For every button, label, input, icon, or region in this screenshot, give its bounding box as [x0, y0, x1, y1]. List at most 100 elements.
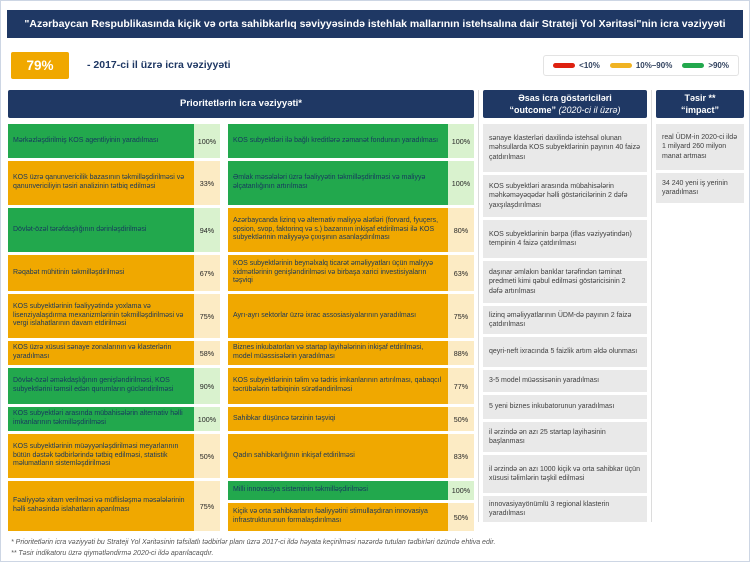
- priority-cell: Dövlət-özəl əməkdaşlığının genişləndiril…: [8, 368, 220, 404]
- priorities-header: Prioritetlərin icra vəziyyəti*: [8, 90, 474, 118]
- outcome-header-line2: “outcome” (2020-ci il üzrə): [509, 105, 621, 115]
- priority-task-text: KOS subyektlərinin müəyyənləşdirilməsi m…: [8, 434, 194, 478]
- summary-row: 79% - 2017-ci il üzrə icra vəziyyəti <10…: [11, 51, 739, 79]
- roadmap-table: Prioritetlərin icra vəziyyəti* Mərkəzləş…: [8, 90, 744, 531]
- priority-percent: 100%: [448, 124, 474, 158]
- priority-task-text: Fəaliyyətə xitam verilməsi və müflisləşm…: [8, 481, 194, 531]
- impact-header-line1: Təsir **: [684, 92, 716, 103]
- priority-cell: Milli innovasiya sisteminin təkmilləşdir…: [228, 481, 474, 501]
- impact-column: Təsir ** “impact” real ÜDM-in 2020-ci il…: [651, 90, 744, 531]
- outcome-cell: KOS subyektləri arasında mübahisələrin m…: [483, 175, 647, 217]
- legend-color-bar: [553, 62, 576, 68]
- legend-color-bar: [682, 62, 705, 68]
- outcome-column: Əsas icra göstəriciləri “outcome” (2020-…: [478, 90, 647, 531]
- impact-cell: real ÜDM-in 2020-ci ildə 1 milyard 260 m…: [656, 124, 744, 170]
- priority-percent: 80%: [448, 208, 474, 252]
- outcome-cell: KOS subyektlərinin bərpa (iflas vəziyyət…: [483, 220, 647, 258]
- outcome-header: Əsas icra göstəriciləri “outcome” (2020-…: [483, 90, 647, 118]
- outcome-cell: 5 yeni biznes inkubatorunun yaradılması: [483, 395, 647, 419]
- outcome-cell: innovasiyayönümlü 3 regional klasterin y…: [483, 496, 647, 522]
- page-title: "Azərbaycan Respublikasında kiçik və ort…: [7, 10, 743, 38]
- outcome-cell: qeyri-neft ixracında 5 faizlik artım əld…: [483, 337, 647, 367]
- priority-percent: 63%: [448, 255, 474, 291]
- legend-item: 10%–90%: [609, 60, 673, 70]
- priority-task-text: Sahibkar düşüncə tərzinin təşviqi: [228, 407, 448, 431]
- priority-task-text: Ayrı-ayrı sektorlar üzrə ixrac assosiasi…: [228, 294, 448, 338]
- legend-item: <10%: [553, 61, 600, 70]
- priority-task-text: KOS üzrə qanunvericilik bazasının təkmil…: [8, 161, 194, 205]
- priority-cell: Kiçik və orta sahibkarların fəaliyyətini…: [228, 503, 474, 531]
- outcome-cell: il ərzində ən azı 25 startap layihəsinin…: [483, 422, 647, 452]
- priority-task-text: Dövlət-özəl tərəfdaşlığının dərinləşdiri…: [8, 208, 194, 252]
- priority-task-text: Dövlət-özəl əməkdaşlığının genişləndiril…: [8, 368, 194, 404]
- overall-progress-badge: 79%: [11, 51, 69, 79]
- priority-cell: KOS subyektləri arasında mübahisələrin a…: [8, 407, 220, 431]
- priority-cell: KOS subyektlərinin təlim və tədris imkan…: [228, 368, 474, 404]
- footnotes: * Prioritetlərin icra vəziyyəti bu Strat…: [11, 538, 739, 560]
- priority-percent: 67%: [194, 255, 220, 291]
- legend-label: <10%: [579, 60, 600, 70]
- priority-row: Fəaliyyətə xitam verilməsi və müflisləşm…: [8, 481, 474, 531]
- legend-color-bar: [609, 62, 632, 68]
- priority-row: KOS subyektlərinin fəaliyyətində yoxlama…: [8, 294, 474, 338]
- footnote-2: ** Təsir indikatoru üzrə qiymətləndirmə …: [11, 549, 214, 557]
- priority-row: KOS üzrə xüsusi sənaye zonalarının və kl…: [8, 341, 474, 365]
- impact-header: Təsir ** “impact”: [656, 90, 744, 118]
- priority-rows: Mərkəzləşdirilmiş KOS agentliyinin yarad…: [8, 124, 474, 531]
- priority-percent: 58%: [194, 341, 220, 365]
- priority-task-text: Qadın sahibkarlığının inkişaf etdirilməs…: [228, 434, 448, 478]
- impact-list: real ÜDM-in 2020-ci ildə 1 milyard 260 m…: [656, 124, 744, 203]
- priority-cell: Fəaliyyətə xitam verilməsi və müflisləşm…: [8, 481, 220, 531]
- priority-cell: Mərkəzləşdirilmiş KOS agentliyinin yarad…: [8, 124, 220, 158]
- summary-label: - 2017-ci il üzrə icra vəziyyəti: [87, 59, 231, 71]
- priority-percent: 75%: [194, 294, 220, 338]
- priority-task-text: Azərbaycanda lizinq və alternativ maliyy…: [228, 208, 448, 252]
- priority-percent: 100%: [448, 161, 474, 205]
- outcome-header-line1: Əsas icra göstəriciləri: [518, 92, 612, 103]
- priority-percent: 83%: [448, 434, 474, 478]
- priority-task-text: Kiçik və orta sahibkarların fəaliyyətini…: [228, 503, 448, 531]
- legend-label: >90%: [708, 60, 729, 70]
- priority-cell: Azərbaycanda lizinq və alternativ maliyy…: [228, 208, 474, 252]
- priority-percent: 75%: [194, 481, 220, 531]
- priority-task-text: KOS subyektlərinin təlim və tədris imkan…: [228, 368, 448, 404]
- priority-percent: 50%: [448, 407, 474, 431]
- priority-percent: 88%: [448, 341, 474, 365]
- status-legend: <10% 10%–90% >90%: [543, 54, 739, 76]
- priority-task-text: KOS subyektlərinin beynəlxalq ticarət əm…: [228, 255, 448, 291]
- priority-task-text: KOS üzrə xüsusi sənaye zonalarının və kl…: [8, 341, 194, 365]
- priority-task-text: Milli innovasiya sisteminin təkmilləşdir…: [228, 481, 448, 501]
- priority-cell: Əmlak məsələləri üzrə fəaliyyətin təkmil…: [228, 161, 474, 205]
- priority-task-text: Mərkəzləşdirilmiş KOS agentliyinin yarad…: [8, 124, 194, 158]
- priority-cell: KOS subyektlərinin fəaliyyətində yoxlama…: [8, 294, 220, 338]
- priority-cell: KOS subyektlərinin müəyyənləşdirilməsi m…: [8, 434, 220, 478]
- priority-cell: KOS üzrə qanunvericilik bazasının təkmil…: [8, 161, 220, 205]
- impact-header-line2: “impact”: [680, 105, 719, 115]
- priority-percent: 94%: [194, 208, 220, 252]
- impact-cell: 34 240 yeni iş yerinin yaradılması: [656, 173, 744, 203]
- priority-task-text: Əmlak məsələləri üzrə fəaliyyətin təkmil…: [228, 161, 448, 205]
- priority-row: Mərkəzləşdirilmiş KOS agentliyinin yarad…: [8, 124, 474, 158]
- legend-label: 10%–90%: [635, 60, 673, 70]
- priority-task-text: Rəqabət mühitinin təkmilləşdirilməsi: [8, 255, 194, 291]
- footnote-1: * Prioritetlərin icra vəziyyəti bu Strat…: [11, 539, 496, 546]
- priority-cell: KOS üzrə xüsusi sənaye zonalarının və kl…: [8, 341, 220, 365]
- priority-percent: 100%: [448, 481, 474, 501]
- priority-task-text: KOS subyektləri arasında mübahisələrin a…: [8, 407, 194, 431]
- priority-row: Rəqabət mühitinin təkmilləşdirilməsi 67% K…: [8, 255, 474, 291]
- priority-row: Dövlət-özəl tərəfdaşlığının dərinləşdiri…: [8, 208, 474, 252]
- priority-task-text: KOS subyektləri ilə bağlı kreditlərə zəm…: [228, 124, 448, 158]
- legend-item: >90%: [682, 61, 729, 70]
- outcome-cell: lizinq əməliyyatlarının ÜDM-də payının 2…: [483, 306, 647, 334]
- priority-cell-stack: Milli innovasiya sisteminin təkmilləşdir…: [228, 481, 474, 531]
- priority-percent: 90%: [194, 368, 220, 404]
- priority-percent: 77%: [448, 368, 474, 404]
- priority-percent: 50%: [194, 434, 220, 478]
- priority-task-text: KOS subyektlərinin fəaliyyətində yoxlama…: [8, 294, 194, 338]
- outcome-cell: il ərzində ən azı 1000 kiçik və orta sah…: [483, 455, 647, 493]
- priority-percent: 100%: [194, 407, 220, 431]
- priority-row: KOS üzrə qanunvericilik bazasının təkmil…: [8, 161, 474, 205]
- priority-row: KOS subyektləri arasında mübahisələrin a…: [8, 407, 474, 431]
- priority-cell: Qadın sahibkarlığının inkişaf etdirilməs…: [228, 434, 474, 478]
